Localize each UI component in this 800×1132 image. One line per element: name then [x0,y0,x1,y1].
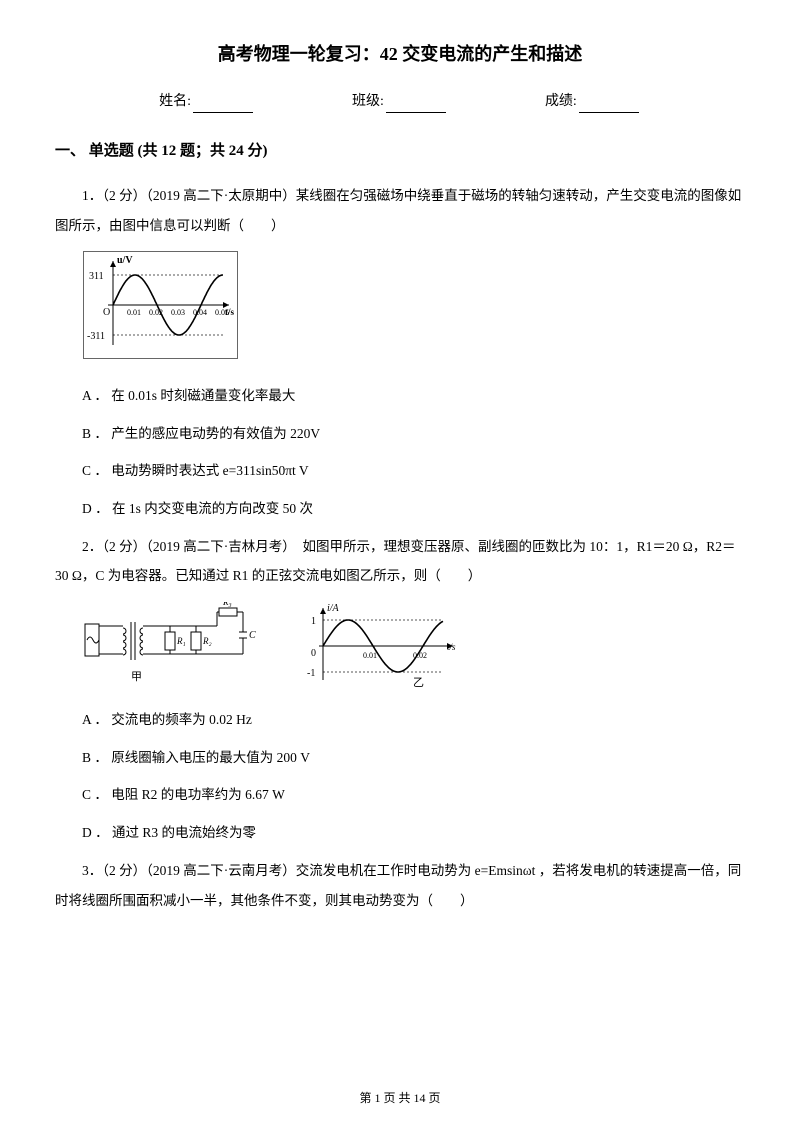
svg-text:i/A: i/A [327,603,340,614]
q2-opt-b: B ． 原线圈输入电压的最大值为 200 V [55,743,745,773]
svg-text:311: 311 [89,271,104,282]
svg-text:R₁: R₁ [176,636,186,646]
svg-text:0.04: 0.04 [193,308,207,317]
svg-text:甲: 甲 [131,671,142,683]
q1-opt-b: B ． 产生的感应电动势的有效值为 220V [55,419,745,449]
svg-text:-1: -1 [307,668,315,679]
q2-stem: 2．（2 分）（2019 高二下·吉林月考） 如图甲所示，理想变压器原、副线圈的… [55,532,745,591]
name-blank[interactable] [193,99,253,113]
q2-opt-c: C ． 电阻 R2 的电功率约为 6.67 W [55,780,745,810]
svg-text:0: 0 [311,648,316,659]
q2-opt-a: A ． 交流电的频率为 0.02 Hz [55,705,745,735]
q1-stem: 1．（2 分）（2019 高二下·太原期中）某线圈在匀强磁场中绕垂直于磁场的转轴… [55,181,745,240]
svg-text:0.02: 0.02 [413,651,427,660]
svg-text:C: C [249,630,256,641]
svg-text:t/s: t/s [447,642,456,652]
q1-figure: u/Vt/s311-311O0.010.020.030.040.05 [83,251,745,367]
q2-figures: R₁ R₂ R₃ C 甲 i/A t/s 1 -1 0 0.01 0.02 乙 [83,601,745,691]
q2-opt-d: D ． 通过 R3 的电流始终为零 [55,818,745,848]
section-heading: 一、 单选题 (共 12 题；共 24 分) [55,139,745,163]
name-label: 姓名: [159,94,191,109]
svg-text:O: O [103,307,110,318]
score-blank[interactable] [579,99,639,113]
svg-text:乙: 乙 [413,676,424,689]
svg-text:0.05: 0.05 [215,308,229,317]
q1-opt-d: D ． 在 1s 内交变电流的方向改变 50 次 [55,494,745,524]
svg-text:R₃: R₃ [222,602,232,607]
page-footer: 第 1 页 共 14 页 [0,1089,800,1108]
page-title: 高考物理一轮复习：42 交变电流的产生和描述 [55,40,745,69]
q1-opt-a: A ． 在 0.01s 时刻磁通量变化率最大 [55,381,745,411]
svg-text:R₂: R₂ [202,636,212,646]
svg-text:0.03: 0.03 [171,308,185,317]
svg-text:u/V: u/V [117,255,133,266]
svg-text:0.02: 0.02 [149,308,163,317]
svg-text:0.01: 0.01 [127,308,141,317]
svg-text:-311: -311 [87,331,105,342]
q1-opt-c: C ． 电动势瞬时表达式 e=311sin50πt V [55,456,745,486]
class-label: 班级: [352,94,384,109]
score-label: 成绩: [545,94,577,109]
class-blank[interactable] [386,99,446,113]
q3-stem: 3．（2 分）（2019 高二下·云南月考）交流发电机在工作时电动势为 e=Em… [55,856,745,915]
svg-text:1: 1 [311,616,316,627]
info-line: 姓名: 班级: 成绩: [55,91,745,113]
svg-text:0.01: 0.01 [363,651,377,660]
